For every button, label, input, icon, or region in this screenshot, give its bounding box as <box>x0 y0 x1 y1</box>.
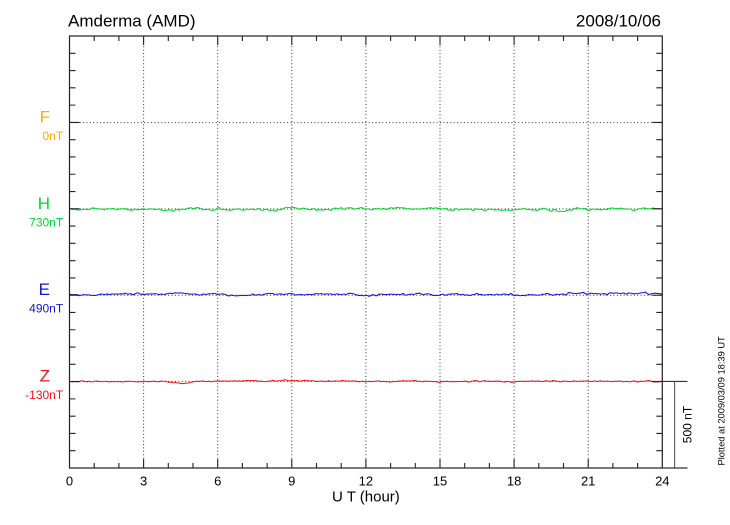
svg-text:U T (hour): U T (hour) <box>332 489 400 506</box>
svg-text:0: 0 <box>66 474 73 489</box>
svg-text:Z: Z <box>40 366 50 385</box>
svg-text:3: 3 <box>140 474 147 489</box>
svg-text:Plotted at 2009/03/09 18:39 UT: Plotted at 2009/03/09 18:39 UT <box>717 336 727 466</box>
svg-text:21: 21 <box>581 474 595 489</box>
svg-text:500 nT: 500 nT <box>681 405 695 443</box>
svg-text:E: E <box>39 280 50 299</box>
svg-text:12: 12 <box>359 474 373 489</box>
svg-text:9: 9 <box>288 474 295 489</box>
svg-text:H: H <box>38 194 50 213</box>
svg-text:730nT: 730nT <box>29 215 64 229</box>
svg-text:0nT: 0nT <box>43 129 64 143</box>
svg-text:18: 18 <box>507 474 521 489</box>
svg-text:2008/10/06: 2008/10/06 <box>576 12 661 31</box>
svg-text:15: 15 <box>433 474 447 489</box>
svg-text:F: F <box>40 108 50 127</box>
svg-text:6: 6 <box>214 474 221 489</box>
svg-text:490nT: 490nT <box>29 302 64 316</box>
svg-text:Amderma (AMD): Amderma (AMD) <box>68 12 196 31</box>
svg-text:-130nT: -130nT <box>25 388 64 402</box>
svg-text:24: 24 <box>655 474 669 489</box>
